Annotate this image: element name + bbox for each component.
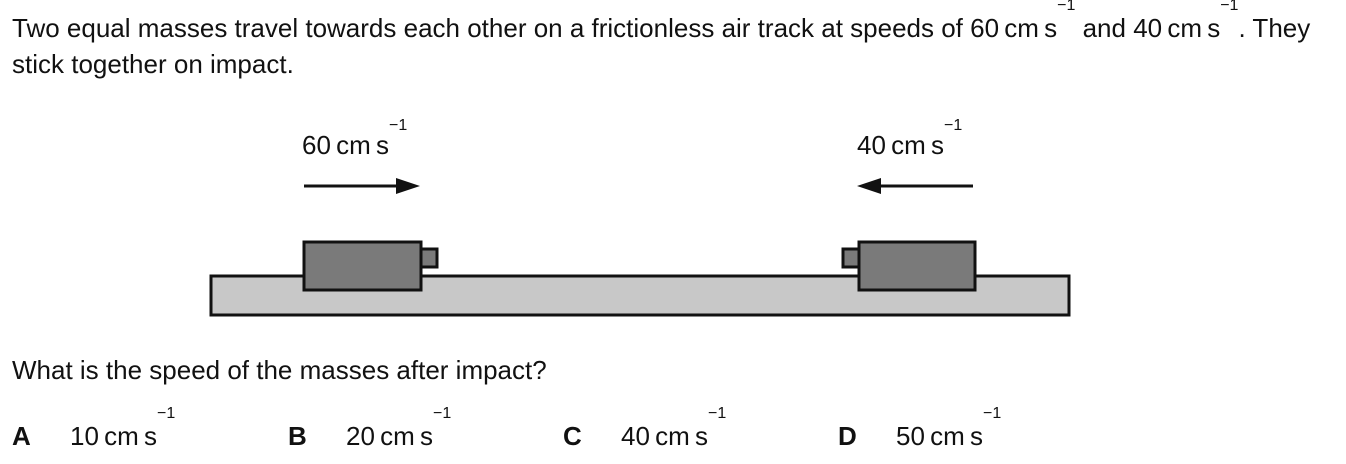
stem-text-3: . They stick together on impact. (12, 13, 1311, 79)
option-c[interactable]: C 40 cm s−1 (563, 406, 726, 454)
question-prompt: What is the speed of the masses after im… (12, 355, 547, 385)
option-c-value: 40 cm s−1 (621, 406, 726, 454)
option-c-letter: C (563, 421, 582, 451)
option-a[interactable]: A 10 cm s−1 (12, 406, 175, 454)
option-d-letter: D (838, 421, 857, 451)
option-c-exponent: −1 (708, 405, 727, 422)
option-a-text: 10 cm s (70, 421, 157, 451)
option-c-text: 40 cm s (621, 421, 708, 451)
option-d-value: 50 cm s−1 (896, 406, 1001, 454)
option-b-letter: B (288, 421, 307, 451)
right-glider (857, 240, 977, 292)
left-glider-coupler (419, 247, 439, 269)
right-speed-value: 40 cm s (857, 130, 944, 160)
option-d-text: 50 cm s (896, 421, 983, 451)
left-speed-value: 60 cm s (302, 130, 389, 160)
left-velocity-arrow-head (396, 178, 420, 194)
stem-text-1: Two equal masses travel towards each oth… (12, 13, 1058, 43)
question-stem: Two equal masses travel towards each oth… (12, 0, 1337, 82)
option-a-value: 10 cm s−1 (70, 406, 175, 454)
stem-text-2: and 40 cm s (1075, 13, 1221, 43)
stem-exponent-1: −1 (1057, 0, 1076, 14)
option-b-exponent: −1 (433, 405, 452, 422)
stem-exponent-2: −1 (1220, 0, 1239, 14)
option-d[interactable]: D 50 cm s−1 (838, 406, 1001, 454)
option-a-exponent: −1 (157, 405, 176, 422)
right-speed-exponent: −1 (944, 117, 963, 134)
option-b-text: 20 cm s (346, 421, 433, 451)
right-velocity-arrow-head (857, 178, 881, 194)
option-a-letter: A (12, 421, 31, 451)
left-speed-label: 60 cm s−1 (302, 118, 407, 161)
option-b-value: 20 cm s−1 (346, 406, 451, 454)
right-glider-coupler (841, 247, 861, 269)
right-speed-label: 40 cm s−1 (857, 118, 962, 161)
left-speed-exponent: −1 (389, 117, 408, 134)
option-d-exponent: −1 (983, 405, 1002, 422)
option-b[interactable]: B 20 cm s−1 (288, 406, 451, 454)
left-glider (302, 240, 423, 292)
